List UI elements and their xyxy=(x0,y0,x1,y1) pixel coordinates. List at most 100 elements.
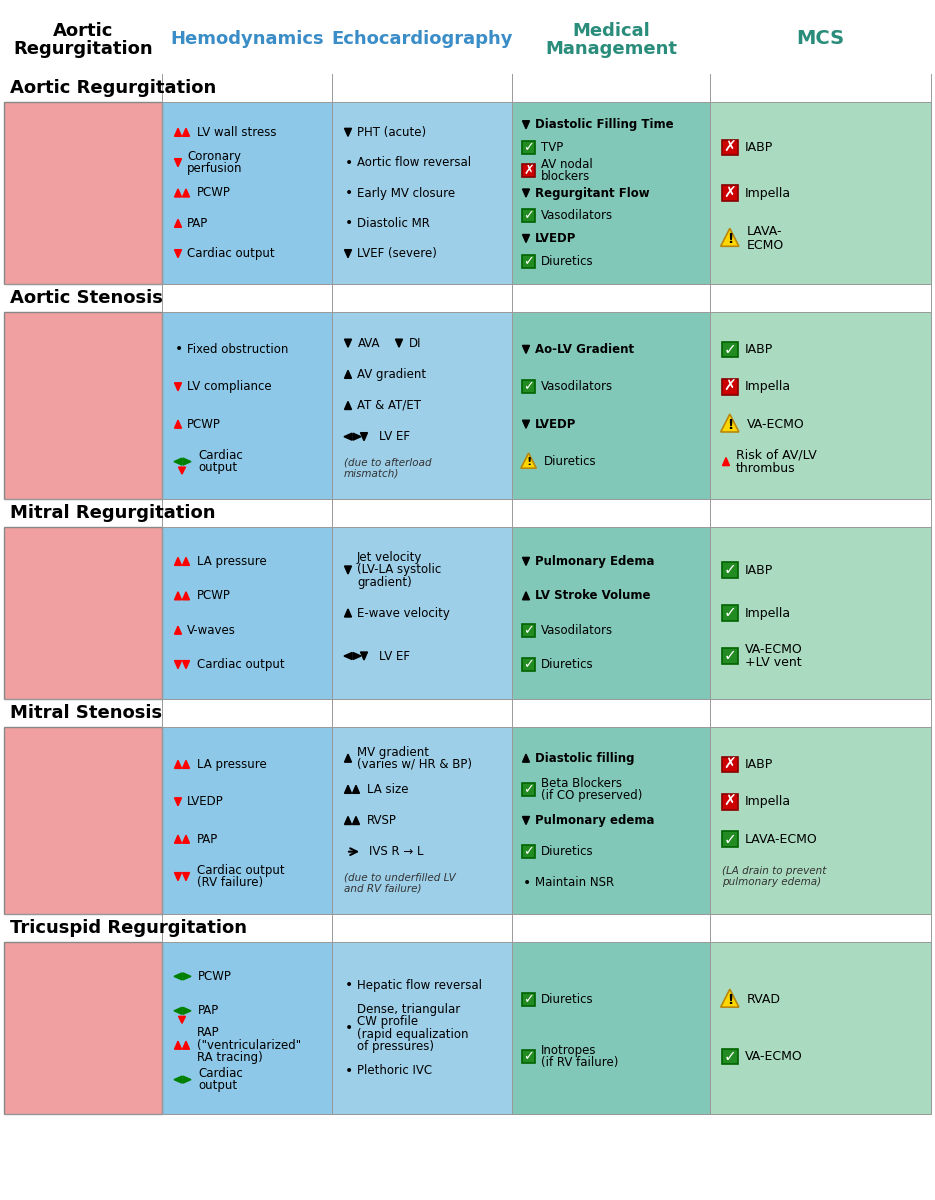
Text: Mitral Regurgitation: Mitral Regurgitation xyxy=(10,504,215,522)
Text: LV EF: LV EF xyxy=(379,430,410,443)
Text: ✓: ✓ xyxy=(724,606,736,620)
FancyBboxPatch shape xyxy=(522,380,535,394)
Text: PCWP: PCWP xyxy=(187,418,221,431)
FancyBboxPatch shape xyxy=(332,527,512,698)
Text: Diuretics: Diuretics xyxy=(541,992,594,1006)
Polygon shape xyxy=(344,433,352,440)
Polygon shape xyxy=(523,754,529,762)
FancyBboxPatch shape xyxy=(332,942,512,1114)
Polygon shape xyxy=(175,557,181,565)
FancyBboxPatch shape xyxy=(512,102,710,284)
FancyBboxPatch shape xyxy=(722,794,738,810)
Text: ECMO: ECMO xyxy=(747,239,784,252)
Text: Impella: Impella xyxy=(744,606,791,619)
Text: gradient): gradient) xyxy=(357,576,411,589)
Polygon shape xyxy=(182,761,190,768)
Text: Cardiac: Cardiac xyxy=(198,449,243,462)
Text: Tricuspid Regurgitation: Tricuspid Regurgitation xyxy=(10,919,247,937)
Text: E-wave velocity: E-wave velocity xyxy=(357,606,450,619)
Polygon shape xyxy=(361,433,367,440)
Text: (RV failure): (RV failure) xyxy=(197,876,263,889)
Text: V-waves: V-waves xyxy=(187,624,236,637)
Text: Aortic Stenosis: Aortic Stenosis xyxy=(10,289,163,307)
Polygon shape xyxy=(175,420,181,428)
Text: Risk of AV/LV: Risk of AV/LV xyxy=(736,449,817,462)
Text: (varies w/ HR & BP): (varies w/ HR & BP) xyxy=(357,758,472,770)
FancyBboxPatch shape xyxy=(722,605,738,620)
Text: Impella: Impella xyxy=(744,796,791,809)
Text: Medical: Medical xyxy=(572,22,650,40)
FancyBboxPatch shape xyxy=(722,379,738,395)
Polygon shape xyxy=(523,346,529,353)
Text: ✗: ✗ xyxy=(724,140,736,155)
Text: Diuretics: Diuretics xyxy=(541,254,594,268)
Text: Aortic Regurgitation: Aortic Regurgitation xyxy=(10,79,216,97)
Polygon shape xyxy=(175,250,181,258)
FancyBboxPatch shape xyxy=(332,102,512,284)
Polygon shape xyxy=(523,121,529,128)
Text: Aortic flow reversal: Aortic flow reversal xyxy=(357,156,471,169)
Text: ✓: ✓ xyxy=(524,845,534,858)
FancyBboxPatch shape xyxy=(722,562,738,578)
FancyBboxPatch shape xyxy=(722,757,738,773)
Text: Aortic: Aortic xyxy=(52,22,113,40)
Text: CW profile: CW profile xyxy=(357,1015,418,1028)
Text: (due to underfilled LV
and RV failure): (due to underfilled LV and RV failure) xyxy=(344,872,455,894)
Text: •: • xyxy=(523,876,531,890)
Polygon shape xyxy=(175,761,181,768)
Polygon shape xyxy=(174,1007,182,1014)
Text: IABP: IABP xyxy=(744,343,773,356)
Text: Jet velocity: Jet velocity xyxy=(357,551,423,564)
Text: PAP: PAP xyxy=(198,1004,219,1018)
Polygon shape xyxy=(175,798,181,806)
Polygon shape xyxy=(182,128,190,137)
Text: Diuretics: Diuretics xyxy=(543,455,596,468)
Polygon shape xyxy=(344,816,352,824)
FancyBboxPatch shape xyxy=(4,727,162,914)
FancyBboxPatch shape xyxy=(512,312,710,499)
Polygon shape xyxy=(175,626,181,634)
FancyBboxPatch shape xyxy=(4,102,162,284)
Polygon shape xyxy=(175,220,181,227)
Text: ✗: ✗ xyxy=(724,794,736,809)
Polygon shape xyxy=(183,458,191,466)
Text: Regurgitant Flow: Regurgitant Flow xyxy=(535,186,650,199)
Polygon shape xyxy=(344,128,352,137)
Polygon shape xyxy=(721,414,739,432)
Text: TVP: TVP xyxy=(541,140,564,154)
Text: ✓: ✓ xyxy=(724,342,736,356)
Text: Dense, triangular: Dense, triangular xyxy=(357,1003,460,1016)
Text: Maintain NSR: Maintain NSR xyxy=(535,876,614,889)
Text: RAP: RAP xyxy=(197,1026,220,1039)
Text: PAP: PAP xyxy=(187,217,209,230)
Text: (if RV failure): (if RV failure) xyxy=(541,1056,619,1069)
Polygon shape xyxy=(721,228,739,246)
Text: ✓: ✓ xyxy=(724,563,736,577)
Text: ✓: ✓ xyxy=(724,832,736,847)
Polygon shape xyxy=(361,652,367,660)
FancyBboxPatch shape xyxy=(710,527,931,698)
Text: LVEDP: LVEDP xyxy=(187,796,223,809)
Text: VA-ECMO: VA-ECMO xyxy=(744,643,802,656)
FancyBboxPatch shape xyxy=(4,527,162,698)
Text: VA-ECMO: VA-ECMO xyxy=(747,418,805,431)
FancyBboxPatch shape xyxy=(522,992,535,1006)
Text: IABP: IABP xyxy=(744,758,773,770)
Text: AV gradient: AV gradient xyxy=(357,368,426,380)
FancyBboxPatch shape xyxy=(710,727,931,914)
Text: Beta Blockers: Beta Blockers xyxy=(541,776,622,790)
Polygon shape xyxy=(175,158,181,167)
Text: ✓: ✓ xyxy=(524,624,534,637)
Text: RA tracing): RA tracing) xyxy=(197,1051,263,1064)
FancyBboxPatch shape xyxy=(332,312,512,499)
FancyBboxPatch shape xyxy=(522,658,535,671)
Text: LV compliance: LV compliance xyxy=(187,380,272,394)
Text: MV gradient: MV gradient xyxy=(357,745,429,758)
Polygon shape xyxy=(352,816,359,824)
Text: LV wall stress: LV wall stress xyxy=(197,126,277,139)
Text: LAVA-ECMO: LAVA-ECMO xyxy=(744,833,817,846)
Polygon shape xyxy=(523,592,529,600)
Polygon shape xyxy=(523,816,529,824)
Text: !: ! xyxy=(726,418,733,432)
Polygon shape xyxy=(175,188,181,197)
